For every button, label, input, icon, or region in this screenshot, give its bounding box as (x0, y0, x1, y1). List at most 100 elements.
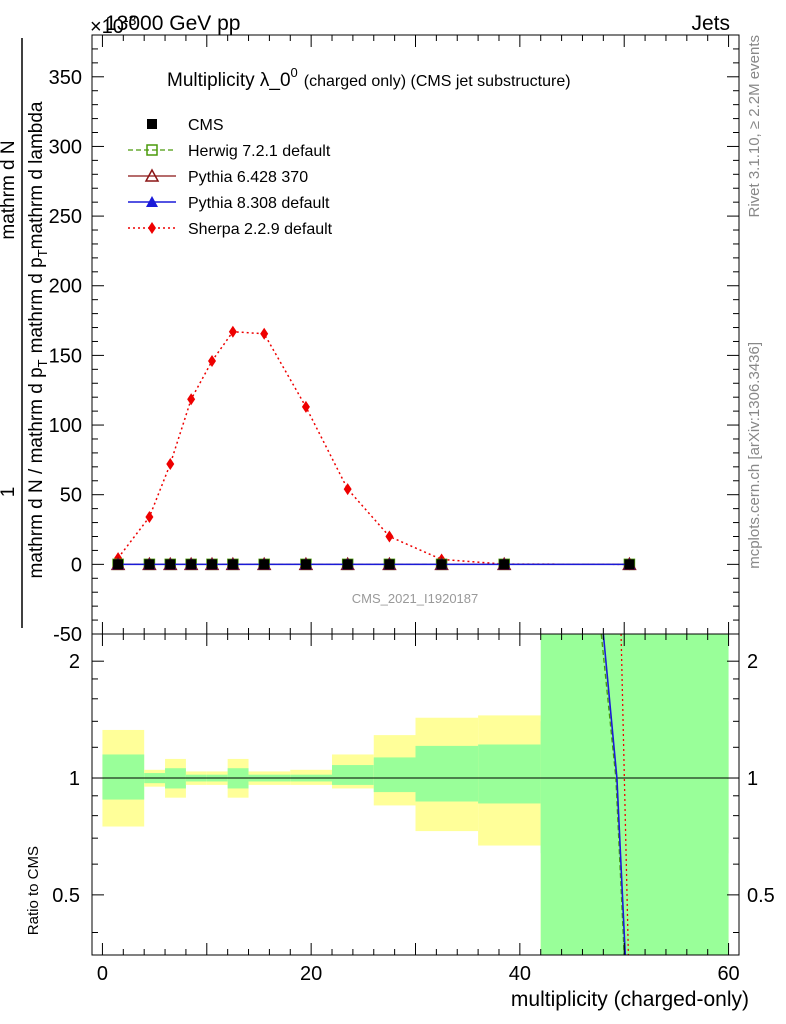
ratio-y-tick-label-right: 0.5 (747, 885, 775, 907)
legend: CMS Herwig 7.2.1 default Pythia 6.428 370 P… (128, 117, 333, 238)
main-series (110, 325, 637, 571)
point-sherpa (208, 354, 217, 367)
y-tick-label: 350 (49, 67, 82, 89)
x-tick-label: 0 (97, 963, 108, 985)
watermark: CMS_2021_I1920187 (352, 591, 479, 606)
point-data (499, 559, 510, 570)
point-data (227, 559, 238, 570)
main-axis-ticks: -50 0 50 100 150 200 250 300 350 (49, 35, 739, 646)
point-sherpa (343, 483, 352, 496)
point-data (384, 559, 395, 570)
y-tick-label: 300 (49, 136, 82, 158)
legend-entry-py6: Pythia 6.428 370 (128, 168, 308, 186)
legend-label-herwig: Herwig 7.2.1 default (188, 143, 331, 160)
process-label: Jets (691, 12, 730, 35)
band-inner (373, 757, 416, 793)
point-data (186, 559, 197, 570)
y-exponent-base: ×10 (90, 16, 124, 38)
y-exponent: ×10-3 (90, 12, 137, 38)
point-data (113, 559, 124, 570)
plot-title-suffix: (charged only) (CMS jet substructure) (304, 73, 571, 90)
point-data (207, 559, 218, 570)
legend-entry-py8: Pythia 8.308 default (128, 195, 330, 212)
legend-entry-sherpa: Sherpa 2.2.9 default (128, 221, 333, 238)
point-sherpa (260, 327, 269, 340)
series-line-sherpa (117, 330, 630, 566)
y-exponent-sup: -3 (124, 12, 137, 28)
legend-marker-herwig (146, 144, 158, 156)
y-label-denominator: mathrm d N / mathrm d pTmathrm d pTmathr… (26, 101, 50, 578)
point-data (624, 559, 635, 570)
ratio-y-tick-label-right: 2 (747, 651, 758, 673)
band-inner (415, 745, 479, 802)
point-sherpa (145, 510, 154, 523)
legend-entry-data: CMS (147, 117, 224, 134)
y-axis-label: mathrm d N 1 mathrm d N / mathrm d pTmat… (0, 38, 50, 628)
ratio-line (620, 633, 630, 956)
x-tick-label: 40 (509, 963, 531, 985)
point-sherpa (228, 325, 237, 338)
y-label-mid: mathrm d p (26, 257, 47, 353)
band-inner-last (540, 634, 729, 955)
y-label-tail: mathrm d lambda (26, 101, 47, 249)
point-data (144, 559, 155, 570)
series-data (113, 559, 635, 570)
y-tick-label: 200 (49, 276, 82, 298)
point-sherpa (187, 393, 196, 406)
legend-label-py8: Pythia 8.308 default (188, 195, 330, 212)
y-tick-label: -50 (53, 624, 82, 646)
y-tick-label: 0 (71, 554, 82, 576)
plot-title-sup: 0 (291, 65, 298, 80)
legend-marker-data (147, 119, 157, 129)
y-tick-label: 150 (49, 345, 82, 367)
y-label-one: 1 (0, 487, 19, 498)
point-data (300, 559, 311, 570)
point-data (436, 559, 447, 570)
ratio-line (600, 633, 625, 956)
y-label-denominator-text: mathrm d N / mathrm d p (26, 367, 47, 578)
series-sherpa (114, 325, 634, 571)
x-tick-label: 60 (717, 963, 739, 985)
main-plot: -50 0 50 100 150 200 250 300 350 CMS_2021_I19201… (0, 12, 740, 646)
y-tick-label: 50 (60, 485, 82, 507)
band-inner (102, 754, 145, 800)
ratio-y-tick-label-right: 1 (747, 768, 758, 790)
mcplots-label: mcplots.cern.ch [arXiv:1306.3436] (746, 342, 763, 569)
legend-label-py6: Pythia 6.428 370 (188, 169, 308, 186)
point-data (259, 559, 270, 570)
band-inner (478, 744, 541, 804)
legend-marker-py6 (144, 168, 160, 182)
point-sherpa (385, 530, 394, 543)
ratio-bands (102, 634, 729, 955)
y-label-sub-t1: T (35, 359, 50, 367)
y-label-numerator: mathrm d N (0, 140, 19, 239)
y-tick-label: 250 (49, 206, 82, 228)
legend-label-sherpa: Sherpa 2.2.9 default (188, 221, 333, 238)
ratio-plot: 0.5 0.51 12 20 20 40 60 Ratio to CMS multiplic… (25, 633, 775, 1011)
point-sherpa (166, 458, 175, 471)
ratio-y-tick-label: 2 (69, 651, 80, 673)
legend-entry-herwig: Herwig 7.2.1 default (128, 143, 331, 160)
ratio-y-tick-label: 1 (69, 768, 80, 790)
ratio-y-tick-label: 0.5 (52, 885, 80, 907)
ratio-line (602, 633, 627, 956)
point-data (342, 559, 353, 570)
legend-marker-sherpa (148, 222, 156, 234)
point-data (165, 559, 176, 570)
legend-label-data: CMS (188, 117, 224, 134)
ratio-y-label: Ratio to CMS (25, 846, 42, 935)
plot-title: Multiplicity λ_00 (charged only) (CMS jet… (167, 65, 571, 91)
rivet-label: Rivet 3.1.10, ≥ 2.2M events (746, 35, 763, 218)
plot-title-main: Multiplicity λ_0 (167, 70, 291, 91)
y-tick-label: 100 (49, 415, 82, 437)
ratio-axis-ticks: 0.5 0.51 12 20 20 40 60 (52, 634, 775, 985)
ratio-lines (92, 633, 739, 956)
x-axis-label: multiplicity (charged-only) (511, 988, 749, 1011)
energy-label: 13000 GeV pp (105, 12, 240, 35)
point-sherpa (301, 400, 310, 413)
y-label-sub-t2: T (35, 249, 50, 257)
legend-marker-py8 (146, 196, 158, 207)
x-tick-label: 20 (300, 963, 322, 985)
band-inner (332, 765, 374, 785)
